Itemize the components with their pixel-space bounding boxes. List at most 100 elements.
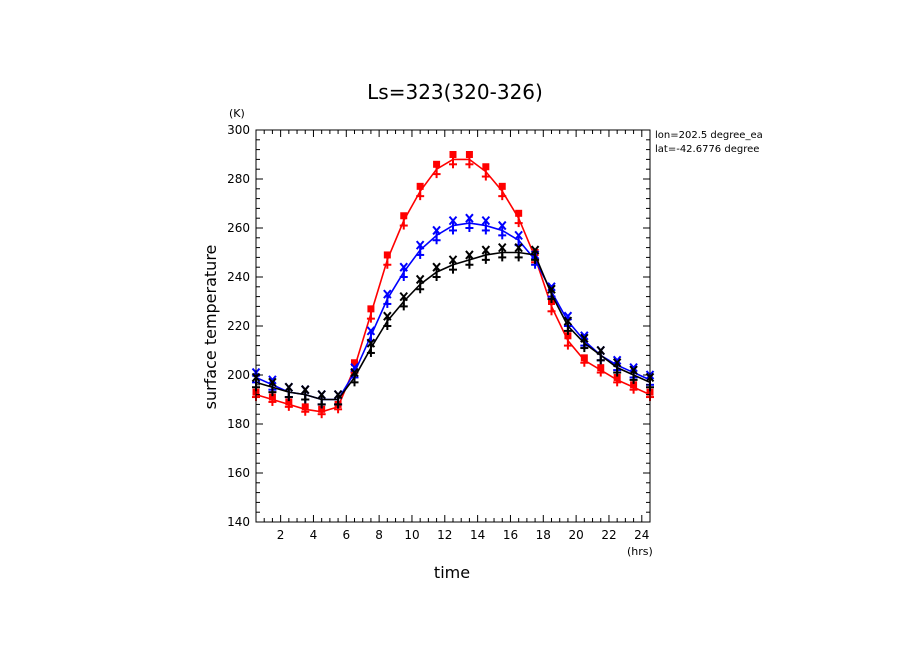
x-unit-label: (hrs) <box>627 545 653 558</box>
x-marker <box>629 362 638 373</box>
data-point <box>449 151 457 169</box>
y-tick-label: 160 <box>227 466 250 480</box>
data-point <box>481 163 490 181</box>
x-tick-label: 6 <box>342 528 350 542</box>
y-unit-label: (K) <box>229 107 245 120</box>
data-point <box>399 262 409 281</box>
x-tick-label: 20 <box>568 528 583 542</box>
square-marker <box>465 151 473 158</box>
x-tick-label: 24 <box>634 528 649 542</box>
x-tick-label: 18 <box>536 528 551 542</box>
square-marker <box>482 163 490 171</box>
x-tick-label: 8 <box>375 528 383 542</box>
data-point <box>497 220 507 240</box>
x-marker <box>547 284 556 294</box>
data-point <box>497 242 507 262</box>
data-point <box>448 255 458 274</box>
data-point <box>333 389 343 409</box>
x-tick-label: 12 <box>437 528 452 542</box>
square-marker <box>351 359 358 367</box>
x-marker <box>596 345 606 356</box>
x-marker <box>268 375 277 385</box>
data-point <box>383 251 392 269</box>
data-point <box>481 215 491 235</box>
data-point <box>399 212 408 230</box>
data-point <box>629 381 638 394</box>
x-marker <box>317 389 326 400</box>
x-marker <box>514 242 523 253</box>
data-point <box>317 405 326 419</box>
square-marker <box>515 209 523 217</box>
square-marker <box>400 212 408 220</box>
series-1 <box>251 213 655 409</box>
x-tick-label: 16 <box>503 528 518 542</box>
annotation-lat: lat=-42.6776 degree <box>655 144 759 155</box>
square-marker <box>630 381 638 389</box>
annotation-lon: lon=202.5 degree_ea <box>655 130 763 141</box>
x-tick-label: 10 <box>404 528 419 542</box>
data-point <box>432 160 441 179</box>
data-point <box>563 316 573 335</box>
data-point <box>383 289 392 308</box>
data-point <box>580 333 589 353</box>
data-point <box>563 332 572 350</box>
x-marker <box>415 274 425 285</box>
x-axis-label: time <box>434 563 470 582</box>
y-tick-label: 180 <box>227 417 250 431</box>
x-marker <box>612 355 622 365</box>
data-point <box>596 364 605 377</box>
x-marker <box>432 262 441 272</box>
y-tick-label: 260 <box>227 221 250 235</box>
x-marker <box>415 240 425 250</box>
x-marker <box>580 333 589 343</box>
y-tick-label: 140 <box>227 515 250 529</box>
data-point <box>498 182 507 201</box>
data-point <box>284 382 294 402</box>
data-point <box>268 393 277 406</box>
x-marker <box>497 220 507 231</box>
data-point <box>432 262 441 281</box>
y-tick-label: 240 <box>227 270 250 284</box>
square-marker <box>613 373 621 381</box>
chart-title: Ls=323(320-326) <box>367 80 543 104</box>
series-line <box>255 251 651 401</box>
square-marker <box>318 405 326 413</box>
data-point <box>301 403 310 416</box>
x-marker <box>432 225 441 236</box>
y-tick-label: 200 <box>227 368 250 382</box>
data-point <box>317 389 326 409</box>
square-marker <box>433 160 441 168</box>
data-point <box>416 182 425 201</box>
square-marker <box>416 182 424 190</box>
x-marker <box>399 262 409 272</box>
x-marker <box>563 316 573 326</box>
x-tick-label: 22 <box>601 528 616 542</box>
series-line <box>255 222 651 401</box>
data-point <box>596 345 606 365</box>
data-point <box>613 373 622 387</box>
x-marker <box>366 326 376 336</box>
x-marker <box>300 385 310 395</box>
x-marker <box>514 230 523 241</box>
data-point <box>530 245 540 264</box>
data-point <box>366 305 375 323</box>
data-point <box>580 354 589 367</box>
x-marker <box>448 255 458 265</box>
x-marker <box>465 213 474 223</box>
square-marker <box>580 354 588 362</box>
data-point <box>268 377 277 397</box>
square-marker <box>268 393 276 401</box>
square-marker <box>498 182 506 190</box>
y-tick-label: 300 <box>227 123 250 137</box>
x-marker <box>366 338 376 348</box>
series-0 <box>252 151 654 419</box>
x-marker <box>481 245 491 255</box>
square-marker <box>564 332 572 340</box>
x-marker <box>530 245 540 255</box>
data-point <box>284 398 293 411</box>
y-tick-label: 220 <box>227 319 250 333</box>
x-marker <box>448 215 458 226</box>
data-point <box>383 311 392 330</box>
square-marker <box>597 364 605 372</box>
